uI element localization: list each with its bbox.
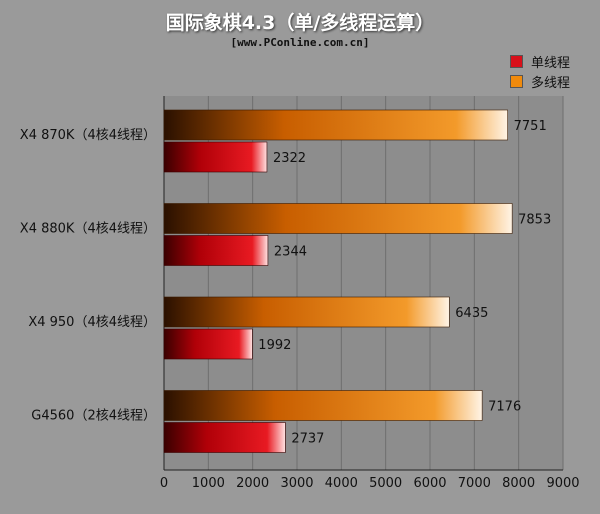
x-tick-label: 8000 (502, 476, 535, 491)
bar-multi-thread (163, 296, 450, 328)
legend-label-multi: 多线程 (531, 75, 571, 91)
data-label-multi-thread: 7751 (514, 119, 547, 134)
x-tick-label: 1000 (192, 476, 225, 491)
x-tick-label: 6000 (413, 476, 446, 491)
legend-item-single: 单线程 (510, 51, 570, 71)
x-tick-label: 3000 (280, 476, 313, 491)
y-category-label: X4 950（4核4线程） (28, 315, 156, 330)
data-label-multi-thread: 7853 (518, 213, 551, 228)
bar-multi-thread (163, 390, 483, 421)
x-tick-label: 2000 (236, 476, 269, 491)
chart-source: [www.PConline.com.cn] (230, 36, 370, 49)
data-label-single-thread: 1992 (258, 338, 291, 353)
bar-single-thread (163, 328, 253, 360)
bar-single-thread (163, 235, 269, 266)
x-tick-label: 7000 (458, 476, 491, 491)
data-label-multi-thread: 7176 (488, 400, 521, 415)
bar-multi-thread (163, 203, 513, 234)
bar-single-thread (163, 422, 286, 453)
legend-swatch-multi (510, 74, 523, 88)
data-label-single-thread: 2344 (274, 245, 307, 260)
x-tick-label: 4000 (325, 476, 358, 491)
x-tick-label: 5000 (369, 476, 402, 491)
bar-multi-thread (163, 109, 508, 141)
data-label-single-thread: 2737 (291, 432, 324, 447)
y-category-label: X4 870K（4核4线程） (20, 128, 156, 143)
bar-single-thread (163, 141, 268, 173)
legend: 单线程 多线程 (510, 51, 570, 91)
legend-label-single: 单线程 (531, 55, 571, 71)
legend-swatch-single (510, 54, 523, 68)
legend-item-multi: 多线程 (510, 71, 570, 91)
x-tick-label: 0 (160, 476, 168, 491)
chart-title: 国际象棋4.3（单/多线程运算） (165, 12, 435, 34)
data-label-single-thread: 2322 (273, 151, 306, 166)
y-category-label: G4560（2核4线程） (31, 408, 156, 423)
data-label-multi-thread: 6435 (455, 306, 488, 321)
y-category-label: X4 880K（4核4线程） (20, 221, 156, 236)
x-tick-label: 9000 (546, 476, 579, 491)
